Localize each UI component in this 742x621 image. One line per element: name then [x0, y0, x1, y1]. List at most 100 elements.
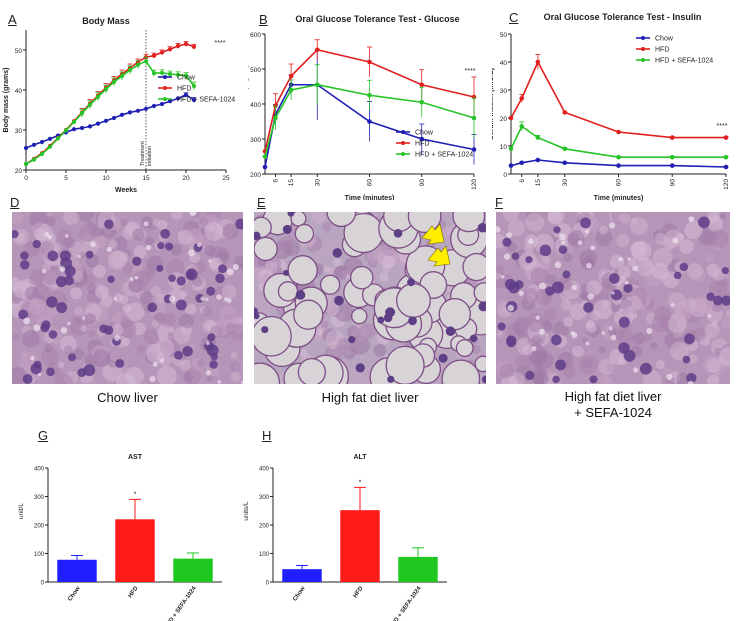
sinusoid	[134, 275, 139, 280]
ast-bar-chart: AST 0 100 200 300 400 unit/L Chow * HFD HFD + SEFA…	[18, 454, 222, 621]
x-tick-label: 25	[222, 175, 230, 182]
cytoplasm-blob	[563, 316, 574, 328]
data-point	[367, 119, 372, 124]
sinusoid	[226, 298, 232, 303]
cytoplasm-blob	[166, 258, 185, 278]
data-point	[183, 41, 189, 47]
sinusoid	[64, 234, 69, 238]
nucleus	[502, 237, 512, 247]
nucleus	[176, 276, 186, 286]
sinusoid	[208, 259, 212, 263]
cytoplasm-blob	[94, 284, 109, 299]
sinusoid	[82, 316, 86, 320]
nucleus	[174, 350, 183, 360]
cytoplasm-blob	[92, 264, 106, 278]
nucleus	[68, 353, 77, 362]
cytoplasm-blob	[323, 266, 331, 273]
nucleus	[282, 224, 292, 234]
cytoplasm-blob	[143, 329, 159, 345]
cytoplasm-blob	[24, 286, 39, 301]
panel-label-f: F	[495, 195, 503, 210]
y-tick-label: 400	[34, 467, 45, 473]
data-point	[159, 101, 165, 107]
cytoplasm-blob	[315, 329, 323, 337]
sinusoid	[129, 277, 134, 282]
sinusoid	[618, 257, 623, 262]
nucleus	[41, 320, 51, 330]
sinusoid	[241, 380, 243, 384]
legend-marker	[163, 75, 167, 79]
data-point	[39, 139, 45, 145]
cytoplasm-blob	[579, 355, 599, 375]
cytoplasm-blob	[705, 254, 715, 263]
nucleus	[210, 352, 218, 361]
cytoplasm-blob	[203, 245, 216, 257]
cytoplasm-blob	[572, 345, 584, 357]
cytoplasm-blob	[254, 292, 264, 306]
y-axis-label: units/L	[243, 501, 250, 521]
y-tick-label: 200	[34, 524, 45, 530]
glucose-ogtt-chart: Oral Glucose Tolerance Test - Glucose 200…	[248, 14, 478, 200]
panel-label-e: E	[257, 195, 266, 210]
cytoplasm-blob	[230, 361, 242, 373]
lipid-vacuole	[441, 359, 481, 384]
bar-1	[340, 510, 380, 582]
cytoplasm-blob	[54, 373, 74, 384]
data-point	[562, 110, 568, 115]
cytoplasm-blob	[70, 287, 82, 300]
series-line-0	[25, 93, 195, 149]
cytoplasm-blob	[643, 333, 652, 342]
data-point	[135, 62, 141, 67]
nucleus	[478, 301, 486, 312]
cytoplasm-blob	[155, 338, 175, 357]
data-point	[669, 135, 675, 140]
nucleus	[497, 322, 506, 331]
cytoplasm-blob	[471, 345, 482, 355]
data-point	[508, 146, 514, 152]
sinusoid	[44, 232, 50, 237]
data-point	[47, 144, 53, 149]
data-point	[723, 164, 729, 170]
x-tick-label: HFD + SEFA-1024	[389, 585, 423, 621]
nucleus	[506, 335, 517, 346]
sinusoid	[624, 280, 629, 285]
data-point	[367, 59, 372, 65]
data-point	[288, 73, 294, 79]
cytoplasm-blob	[529, 348, 548, 367]
nucleus	[175, 299, 187, 311]
sinusoid	[670, 303, 675, 307]
cytoplasm-blob	[156, 366, 177, 384]
nucleus	[19, 260, 30, 270]
sinusoid	[37, 373, 42, 377]
chart-title: AST	[128, 454, 143, 461]
legend-marker	[641, 36, 645, 40]
nucleus	[160, 228, 171, 239]
cytoplasm-blob	[333, 258, 342, 267]
nucleus	[182, 346, 193, 357]
cytoplasm-blob	[688, 354, 698, 364]
data-point	[191, 97, 197, 103]
cytoplasm-blob	[299, 348, 308, 357]
sinusoid	[60, 327, 68, 334]
cytoplasm-blob	[496, 299, 507, 310]
data-point	[87, 124, 93, 129]
sinusoid	[41, 268, 47, 274]
legend-marker	[401, 152, 405, 156]
legend-label: Chow	[177, 75, 196, 82]
cytoplasm-blob	[563, 366, 576, 379]
cytoplasm-blob	[321, 222, 332, 232]
nucleus	[525, 256, 533, 264]
cytoplasm-blob	[116, 373, 136, 384]
y-tick-label: 600	[250, 32, 261, 39]
nucleus	[385, 307, 396, 318]
bar-1	[115, 519, 155, 582]
cytoplasm-blob	[525, 212, 545, 232]
sinusoid	[77, 254, 81, 259]
cytoplasm-blob	[12, 366, 27, 384]
cytoplasm-blob	[74, 306, 84, 316]
cytoplasm-blob	[603, 378, 615, 384]
sinusoid	[672, 237, 679, 244]
legend-label: HFD + SEFA-1024	[177, 97, 235, 104]
cytoplasm-blob	[496, 234, 506, 249]
cytoplasm-blob	[167, 332, 175, 340]
